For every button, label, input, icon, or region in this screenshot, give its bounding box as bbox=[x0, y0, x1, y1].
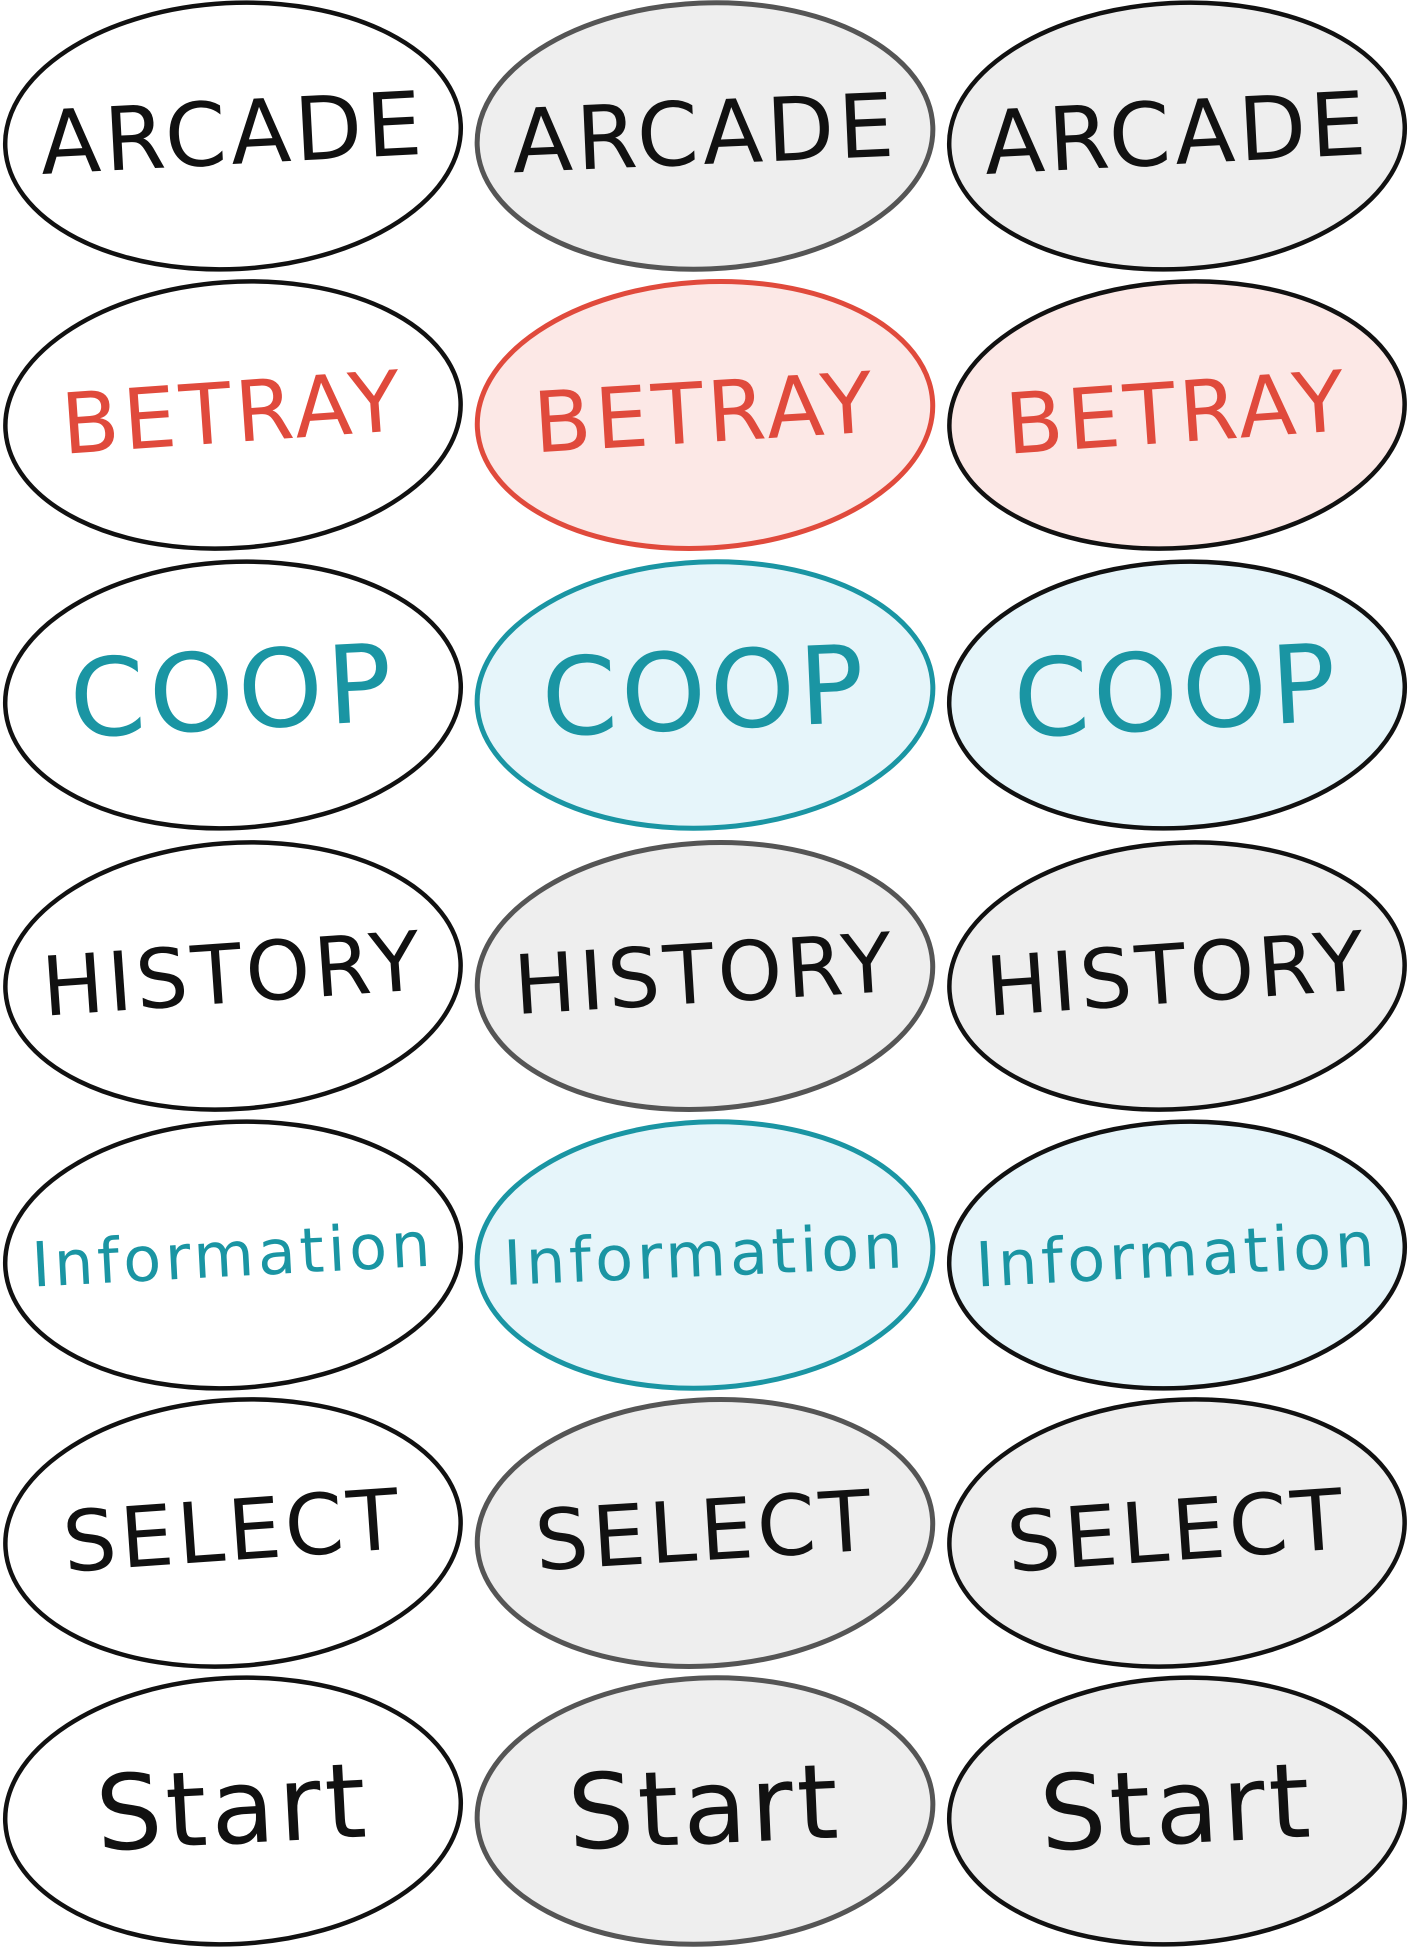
button-outline bbox=[474, 1119, 936, 1391]
select-button-hover[interactable]: SELECT bbox=[469, 1386, 940, 1679]
betray-button-pressed[interactable]: BETRAY bbox=[940, 266, 1413, 563]
button-outline bbox=[2, 0, 464, 272]
button-label: COOP bbox=[1011, 621, 1344, 763]
button-outline bbox=[474, 1397, 936, 1669]
button-outline bbox=[3, 279, 463, 551]
information-button-normal[interactable]: Information bbox=[0, 1110, 468, 1400]
betray-button-normal[interactable]: BETRAY bbox=[0, 266, 470, 563]
button-label: SELECT bbox=[1004, 1470, 1350, 1592]
button-label: Start bbox=[1037, 1739, 1317, 1875]
history-button-normal[interactable]: HISTORY bbox=[0, 827, 470, 1124]
arcade-button-hover[interactable]: ARCADE bbox=[471, 0, 938, 279]
button-label: ARCADE bbox=[510, 74, 900, 194]
button-label: SELECT bbox=[60, 1470, 406, 1592]
button-outline bbox=[3, 840, 463, 1112]
start-button-pressed[interactable]: Start bbox=[942, 1666, 1411, 1954]
select-button-pressed[interactable]: SELECT bbox=[940, 1384, 1413, 1681]
button-outline bbox=[947, 840, 1407, 1112]
button-outline bbox=[474, 840, 936, 1112]
coop-button-hover[interactable]: COOP bbox=[471, 552, 938, 838]
button-outline bbox=[946, 0, 1408, 272]
button-label: COOP bbox=[67, 621, 400, 763]
button-outline bbox=[947, 279, 1407, 551]
button-outline bbox=[3, 1397, 463, 1669]
button-label: BETRAY bbox=[531, 354, 880, 473]
button-outline bbox=[947, 1397, 1407, 1669]
button-outline bbox=[2, 1119, 464, 1391]
button-outline bbox=[474, 1675, 936, 1947]
button-label: BETRAY bbox=[58, 352, 407, 474]
button-outline bbox=[946, 559, 1408, 831]
button-label: ARCADE bbox=[37, 72, 428, 195]
button-outline bbox=[474, 279, 936, 551]
arcade-button-pressed[interactable]: ARCADE bbox=[942, 0, 1411, 281]
arcade-button-normal[interactable]: ARCADE bbox=[0, 0, 468, 281]
button-label: BETRAY bbox=[1002, 352, 1351, 474]
button-outline bbox=[946, 1675, 1408, 1947]
button-outline bbox=[474, 0, 936, 272]
button-label: HISTORY bbox=[511, 916, 898, 1034]
history-button-hover[interactable]: HISTORY bbox=[469, 829, 940, 1122]
button-label: Start bbox=[565, 1740, 844, 1874]
button-label: SELECT bbox=[532, 1472, 878, 1591]
information-button-hover[interactable]: Information bbox=[471, 1112, 938, 1398]
betray-button-hover[interactable]: BETRAY bbox=[469, 268, 940, 561]
select-button-normal[interactable]: SELECT bbox=[0, 1384, 470, 1681]
button-label: COOP bbox=[539, 623, 871, 762]
start-button-hover[interactable]: Start bbox=[471, 1668, 938, 1954]
button-outline bbox=[2, 1675, 464, 1947]
coop-button-normal[interactable]: COOP bbox=[0, 550, 468, 840]
history-button-pressed[interactable]: HISTORY bbox=[940, 827, 1413, 1124]
start-button-normal[interactable]: Start bbox=[0, 1666, 468, 1954]
button-outline bbox=[2, 559, 464, 831]
information-button-pressed[interactable]: Information bbox=[942, 1110, 1411, 1400]
button-label: Information bbox=[502, 1209, 908, 1300]
button-label: Start bbox=[93, 1739, 373, 1875]
button-label: ARCADE bbox=[981, 72, 1372, 195]
button-outline bbox=[946, 1119, 1408, 1391]
coop-button-pressed[interactable]: COOP bbox=[942, 550, 1411, 840]
button-outline bbox=[474, 559, 936, 831]
